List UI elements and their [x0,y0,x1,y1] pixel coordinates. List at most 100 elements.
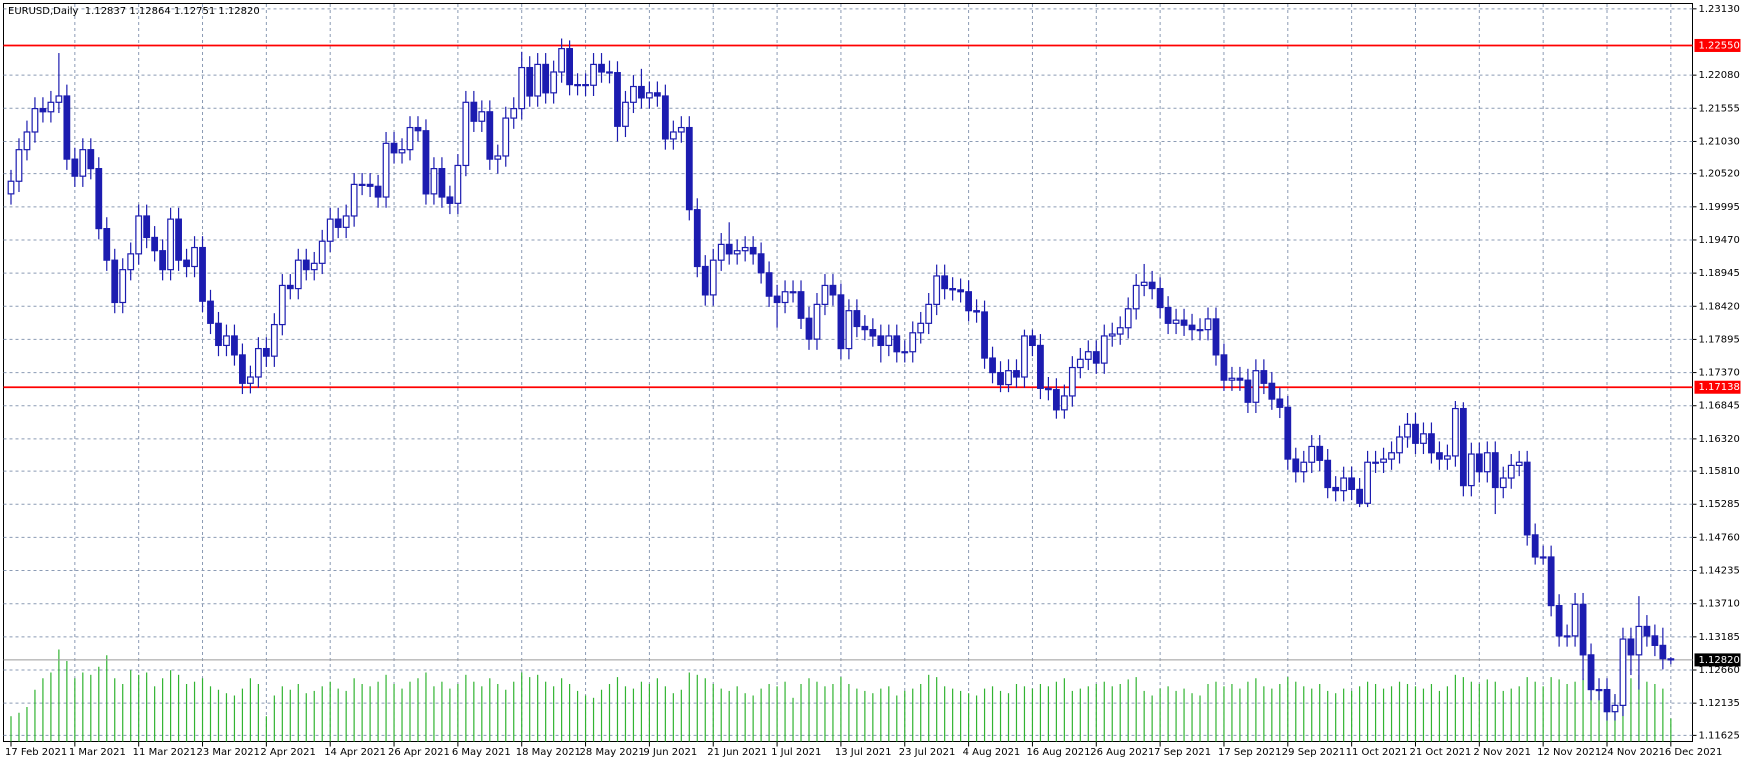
y-tick-label: 1.14760 [1699,532,1740,543]
candle-body [1467,453,1475,487]
candle-body [1244,379,1252,403]
candle-body [1180,319,1188,326]
chart-title: EURUSD,Daily 1.12837 1.12864 1.12751 1.1… [8,6,260,17]
candle-body [1396,436,1403,454]
candle-body [486,111,494,160]
candle-body [925,303,933,324]
candle-body [965,291,972,312]
x-tick-label: 17 Feb 2021 [5,747,67,758]
candle-body [1667,658,1675,661]
x-tick-label: 18 May 2021 [516,747,581,758]
candle-body [1555,604,1563,637]
candle-body [1436,452,1443,460]
candle-body [685,126,693,211]
candle-body [805,317,813,340]
candle-body [845,310,853,350]
candle-body [1212,318,1220,356]
candle-body [55,95,63,103]
candle-body [1340,477,1348,492]
candle-body [1587,654,1595,691]
candle-body [462,101,470,167]
x-tick-label: 7 Sep 2021 [1154,747,1211,758]
candle-body [542,63,550,94]
x-tick-label: 2 Apr 2021 [260,747,315,758]
candle-body [1148,281,1156,290]
axes: 1.23130 1.22080 1.21555 1.21030 1.20520 1.199… [5,4,1741,758]
candle-body [677,126,685,133]
candle-body [749,246,757,255]
y-tick-label: 1.19470 [1699,235,1740,246]
candle-body [87,149,95,170]
candle-body [1108,333,1116,337]
candle-body [1372,461,1379,464]
candle-body [1013,370,1020,378]
candle-body [15,149,23,182]
candle-body [765,272,773,297]
candle-body [877,335,885,347]
candle-body [1659,644,1667,660]
candle-body [566,48,573,86]
candle-body [757,253,765,274]
candle-body [1523,461,1531,536]
candle-body [1196,329,1204,332]
candle-body [1412,423,1419,444]
y-tick-label: 1.18420 [1699,301,1740,312]
candle-body [207,300,214,324]
candle-body [135,215,143,255]
candle-body [31,108,39,133]
candle-body [430,168,438,195]
candle-body [1052,389,1060,411]
candle-body [829,284,837,296]
y-tick-label: 1.12660 [1699,665,1740,676]
candle-body [1132,284,1140,310]
candle-body [119,269,127,304]
candle-body [1531,534,1539,558]
candle-body [653,92,661,97]
candle-body [494,155,502,160]
candle-body [318,240,326,264]
candle-body [1300,461,1308,473]
y-tick-label: 1.15285 [1699,499,1740,510]
x-tick-label: 29 Sep 2021 [1282,747,1345,758]
candle-body [143,215,151,239]
candle-body [1499,477,1507,489]
candle-body [901,351,909,354]
candle-body [1603,688,1611,713]
candle-body [1204,318,1212,331]
candle-body [789,291,797,294]
candle-body [510,108,518,119]
candle-body [334,218,342,228]
x-tick-label: 1 Mar 2021 [69,747,126,758]
candle-body [997,371,1004,386]
candle-body [1076,358,1084,369]
candle-body [1292,458,1300,473]
candle-body [1252,370,1260,403]
candle-body [1276,398,1284,408]
candle-body [909,332,917,353]
candle-body [869,329,877,337]
plot-area [3,3,1693,742]
candle-body [502,117,510,157]
candle-body [917,322,925,334]
x-tick-label: 21 Oct 2021 [1409,747,1471,758]
candle-body [390,142,398,154]
candle-body [1388,452,1395,460]
candle-body [709,259,717,296]
y-tick-label: 1.17895 [1699,334,1740,345]
candle-body [957,289,965,293]
candle-body [366,183,374,187]
x-tick-label: 24 Nov 2021 [1601,747,1665,758]
candle-body [614,72,621,127]
candle-body [454,164,462,204]
candle-body [1443,455,1451,460]
candle-body [813,303,821,340]
candle-body [191,246,198,268]
candle-body [837,294,845,350]
candle-body [1044,387,1052,391]
x-tick-label: 14 Apr 2021 [324,747,386,758]
candle-body [254,347,262,378]
y-tick-label: 1.14235 [1699,566,1740,577]
candle-body [701,265,709,296]
candle-body [1643,625,1651,637]
level-label: 1.17138 [1699,382,1740,393]
